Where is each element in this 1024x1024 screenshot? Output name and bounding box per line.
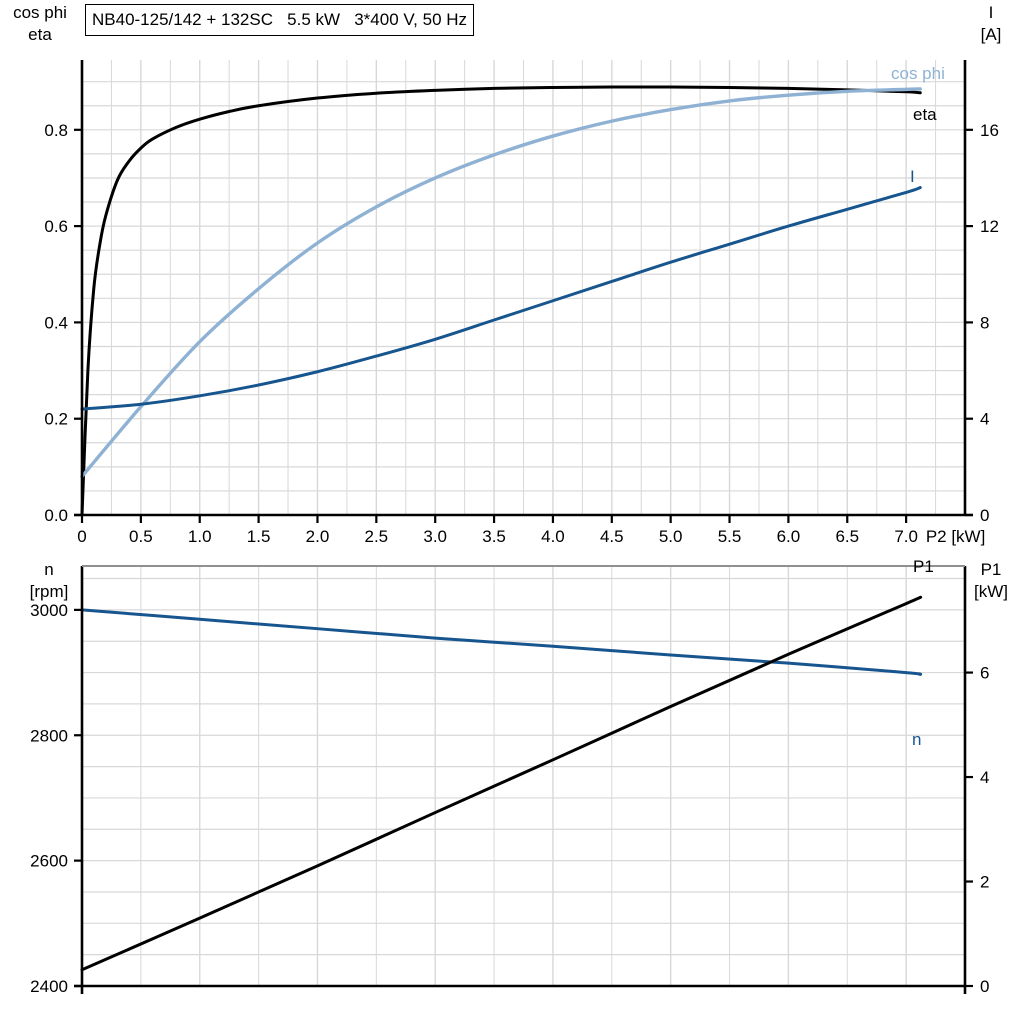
top-left-tick-label: 0.6: [44, 217, 68, 236]
bottom-chart: 2400 2600 2800 3000 0 2 4 6 n [rpm] P1 [kW] P1 n: [0, 548, 1024, 1024]
top-x-tick-label: 6.5: [835, 527, 859, 546]
curve-label-current: I: [910, 167, 915, 186]
bottom-right-tick-label: 2: [980, 873, 989, 892]
top-chart: 0.0 0.2 0.4 0.6 0.8 0 4 8 12 16 0 0.5 1.0 1.5 2.0 2.5 3.…: [13, 3, 1002, 546]
curve-label-p1: P1: [913, 557, 934, 576]
top-right-tick-label: 16: [980, 121, 999, 140]
top-left-tick-label: 0.0: [44, 506, 68, 525]
bottom-right-tick-label: 6: [980, 664, 989, 683]
top-x-tick-label: 0: [77, 527, 86, 546]
top-left-tick-label: 0.8: [44, 121, 68, 140]
bottom-left-axis-label-1: n: [44, 560, 53, 579]
bottom-left-tick-label: 2600: [30, 852, 68, 871]
curve-label-speed: n: [912, 730, 921, 749]
top-x-tick-label: 4.5: [600, 527, 624, 546]
chart-title: NB40-125/142 + 132SC 5.5 kW 3*400 V, 50 …: [92, 10, 468, 29]
bottom-right-axis-label-2: [kW]: [974, 582, 1008, 601]
top-x-tick-label: 2.5: [365, 527, 389, 546]
curve-label-cos-phi: cos phi: [891, 64, 945, 83]
bottom-left-tick-label: 2800: [30, 726, 68, 745]
chart-title-box: NB40-125/142 + 132SC 5.5 kW 3*400 V, 50 …: [85, 4, 475, 36]
top-right-tick-label: 4: [980, 410, 989, 429]
top-x-axis-label: P2 [kW]: [926, 527, 986, 546]
top-x-tick-label: 3.0: [423, 527, 447, 546]
top-left-tick-label: 0.2: [44, 410, 68, 429]
top-left-tick-label: 0.4: [44, 313, 68, 332]
top-right-axis-label-1: I: [989, 3, 994, 22]
top-x-tick-label: 6.0: [777, 527, 801, 546]
top-right-tick-label: 8: [980, 313, 989, 332]
bottom-right-axis-label-1: P1: [981, 560, 1002, 579]
bottom-right-tick-label: 0: [980, 977, 989, 996]
bottom-left-axis-label-2: [rpm]: [30, 582, 69, 601]
top-right-tick-label: 12: [980, 217, 999, 236]
bottom-chart-svg: 2400 2600 2800 3000 0 2 4 6 n [rpm] P1 [kW] P1 n: [30, 557, 1008, 996]
top-x-tick-label: 0.5: [129, 527, 153, 546]
bottom-left-tick-label: 2400: [30, 977, 68, 996]
top-x-tick-label: 4.0: [541, 527, 565, 546]
bottom-left-tick-label: 3000: [30, 601, 68, 620]
bottom-right-tick-label: 4: [980, 768, 989, 787]
top-x-tick-label: 1.5: [247, 527, 271, 546]
curve-label-eta: eta: [913, 105, 937, 124]
top-x-tick-label: 3.5: [482, 527, 506, 546]
top-x-tick-label: 7.0: [894, 527, 918, 546]
top-right-axis-label-2: [A]: [981, 25, 1002, 44]
top-right-tick-label: 0: [980, 506, 989, 525]
top-left-axis-label-1: cos phi: [13, 3, 67, 22]
top-chart-svg: 0.0 0.2 0.4 0.6 0.8 0 4 8 12 16 0 0.5 1.0 1.5 2.0 2.5 3.…: [13, 3, 1002, 546]
top-x-tick-label: 2.0: [306, 527, 330, 546]
top-x-tick-label: 5.5: [718, 527, 742, 546]
top-x-tick-label: 1.0: [188, 527, 212, 546]
top-x-tick-label: 5.0: [659, 527, 683, 546]
top-left-axis-label-2: eta: [28, 25, 52, 44]
